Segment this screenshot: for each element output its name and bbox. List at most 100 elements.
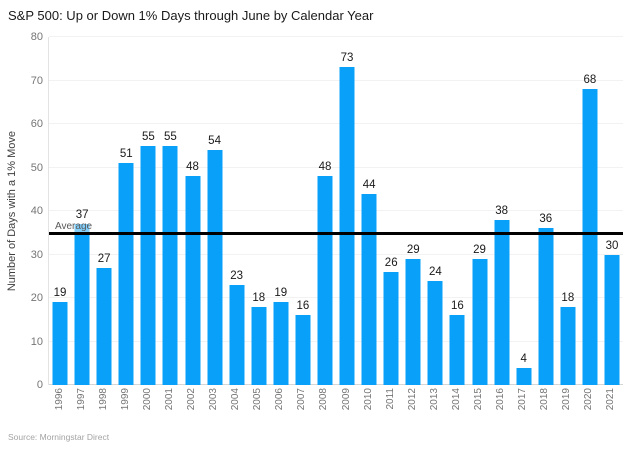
bar-value-label: 38 (495, 204, 508, 217)
bar-slot-2019: 18 (557, 37, 579, 385)
bar-value-label: 29 (406, 243, 420, 256)
bar-value-label: 36 (539, 213, 553, 226)
bar-slot-2006: 19 (270, 37, 292, 385)
bar-series: 19 37 27 51 55 55 48 54 23 18 19 16 48 73 44 26 29 24 16 29… (49, 37, 623, 385)
bar-slot-1998: 27 (93, 37, 115, 385)
x-tick-label: 2015 (473, 388, 485, 411)
x-tick-slot: 2002 (180, 388, 202, 426)
bar-value-label: 18 (561, 291, 575, 304)
source-note: Source: Morningstar Direct (8, 432, 110, 442)
x-tick-label: 1998 (97, 388, 109, 411)
x-tick-label: 2010 (362, 388, 374, 411)
x-tick-label: 2013 (428, 388, 440, 411)
x-tick-slot: 2019 (556, 388, 578, 426)
x-tick-slot: 2021 (600, 388, 622, 426)
bar (538, 228, 554, 385)
y-tick-label: 60 (30, 118, 43, 130)
x-tick-slot: 2008 (313, 388, 335, 426)
bar-value-label: 48 (186, 161, 199, 174)
average-line-label: Average (54, 221, 94, 233)
x-tick-slot: 2016 (490, 388, 512, 426)
bar (96, 267, 112, 385)
gridline (49, 79, 623, 81)
bar-slot-2008: 48 (314, 37, 336, 385)
bar-slot-2012: 29 (402, 37, 424, 385)
bar-slot-2013: 24 (424, 37, 446, 385)
bar-slot-2011: 26 (380, 37, 402, 385)
x-tick-label: 2006 (274, 388, 286, 411)
x-tick-label: 2007 (296, 388, 308, 411)
y-tick-label: 50 (30, 161, 43, 174)
bar (405, 258, 421, 385)
x-axis-ticks: 1996 1997 1998 1999 2000 2001 2002 2003 2004 2005… (48, 388, 622, 426)
bar (361, 193, 377, 385)
x-tick-slot: 2011 (379, 388, 401, 426)
x-tick-label: 2000 (141, 388, 153, 411)
bar-value-label: 26 (384, 256, 398, 269)
x-tick-label: 1999 (119, 388, 131, 411)
bar (560, 306, 576, 385)
x-tick-slot: 1999 (114, 388, 136, 426)
bar-slot-2003: 54 (204, 37, 226, 385)
x-tick-slot: 2012 (401, 388, 423, 426)
gridline (49, 253, 623, 255)
bar-value-label: 16 (296, 300, 310, 313)
bar-slot-2018: 36 (535, 37, 557, 385)
y-tick-label: 40 (30, 205, 43, 217)
bar-value-label: 29 (473, 243, 486, 256)
x-tick-label: 2005 (252, 388, 264, 411)
bar-value-label: 48 (318, 161, 332, 174)
x-tick-label: 2003 (208, 388, 220, 411)
x-tick-label: 2017 (517, 388, 529, 411)
bar-slot-2016: 38 (491, 37, 513, 385)
bar (295, 315, 311, 385)
x-tick-slot: 1996 (48, 388, 70, 426)
chart-title: S&P 500: Up or Down 1% Days through June… (8, 8, 374, 23)
bar-value-label: 54 (208, 135, 221, 148)
x-tick-slot: 2010 (357, 388, 379, 426)
bar-slot-2017: 4 (513, 37, 535, 385)
bar (427, 280, 443, 385)
gridline (49, 297, 623, 298)
y-tick-label: 80 (30, 31, 43, 43)
gridline (49, 340, 623, 342)
y-tick-label: 0 (36, 379, 43, 391)
x-tick-label: 2014 (450, 388, 462, 411)
x-tick-label: 2018 (539, 388, 551, 411)
x-tick-label: 2012 (406, 388, 418, 411)
x-tick-slot: 2007 (291, 388, 313, 426)
bar-value-label: 27 (97, 252, 111, 265)
bar-value-label: 19 (274, 287, 288, 300)
bar (516, 367, 532, 385)
bar (251, 306, 267, 385)
x-tick-label: 2011 (384, 388, 396, 410)
average-line (49, 232, 623, 236)
x-tick-label: 2020 (583, 388, 595, 411)
x-tick-label: 2008 (318, 388, 330, 411)
gridline (49, 123, 623, 124)
x-tick-slot: 2003 (203, 388, 225, 426)
bar (185, 176, 200, 385)
x-tick-label: 2001 (163, 388, 175, 411)
bar-value-label: 68 (583, 74, 597, 87)
x-axis-line (49, 384, 623, 385)
x-tick-slot: 2005 (247, 388, 269, 426)
bar-value-label: 37 (75, 209, 89, 222)
y-tick-label: 30 (30, 248, 43, 261)
bar-value-label: 16 (451, 300, 464, 313)
y-tick-label: 10 (30, 335, 43, 348)
bar-value-label: 24 (428, 265, 442, 278)
x-tick-label: 2019 (561, 388, 573, 411)
bar-value-label: 19 (53, 287, 67, 300)
bar-slot-2020: 68 (579, 37, 601, 385)
y-axis-ticks: 0 10 20 30 40 50 60 70 80 (0, 31, 43, 391)
bar-slot-2005: 18 (248, 37, 270, 385)
bar-slot-2007: 16 (292, 37, 314, 385)
x-tick-slot: 2014 (445, 388, 467, 426)
bar-value-label: 51 (119, 148, 133, 161)
bar-value-label: 30 (605, 239, 619, 252)
x-tick-label: 2021 (605, 388, 617, 411)
bar (118, 163, 134, 385)
bar (383, 271, 399, 385)
x-tick-slot: 2015 (467, 388, 489, 426)
